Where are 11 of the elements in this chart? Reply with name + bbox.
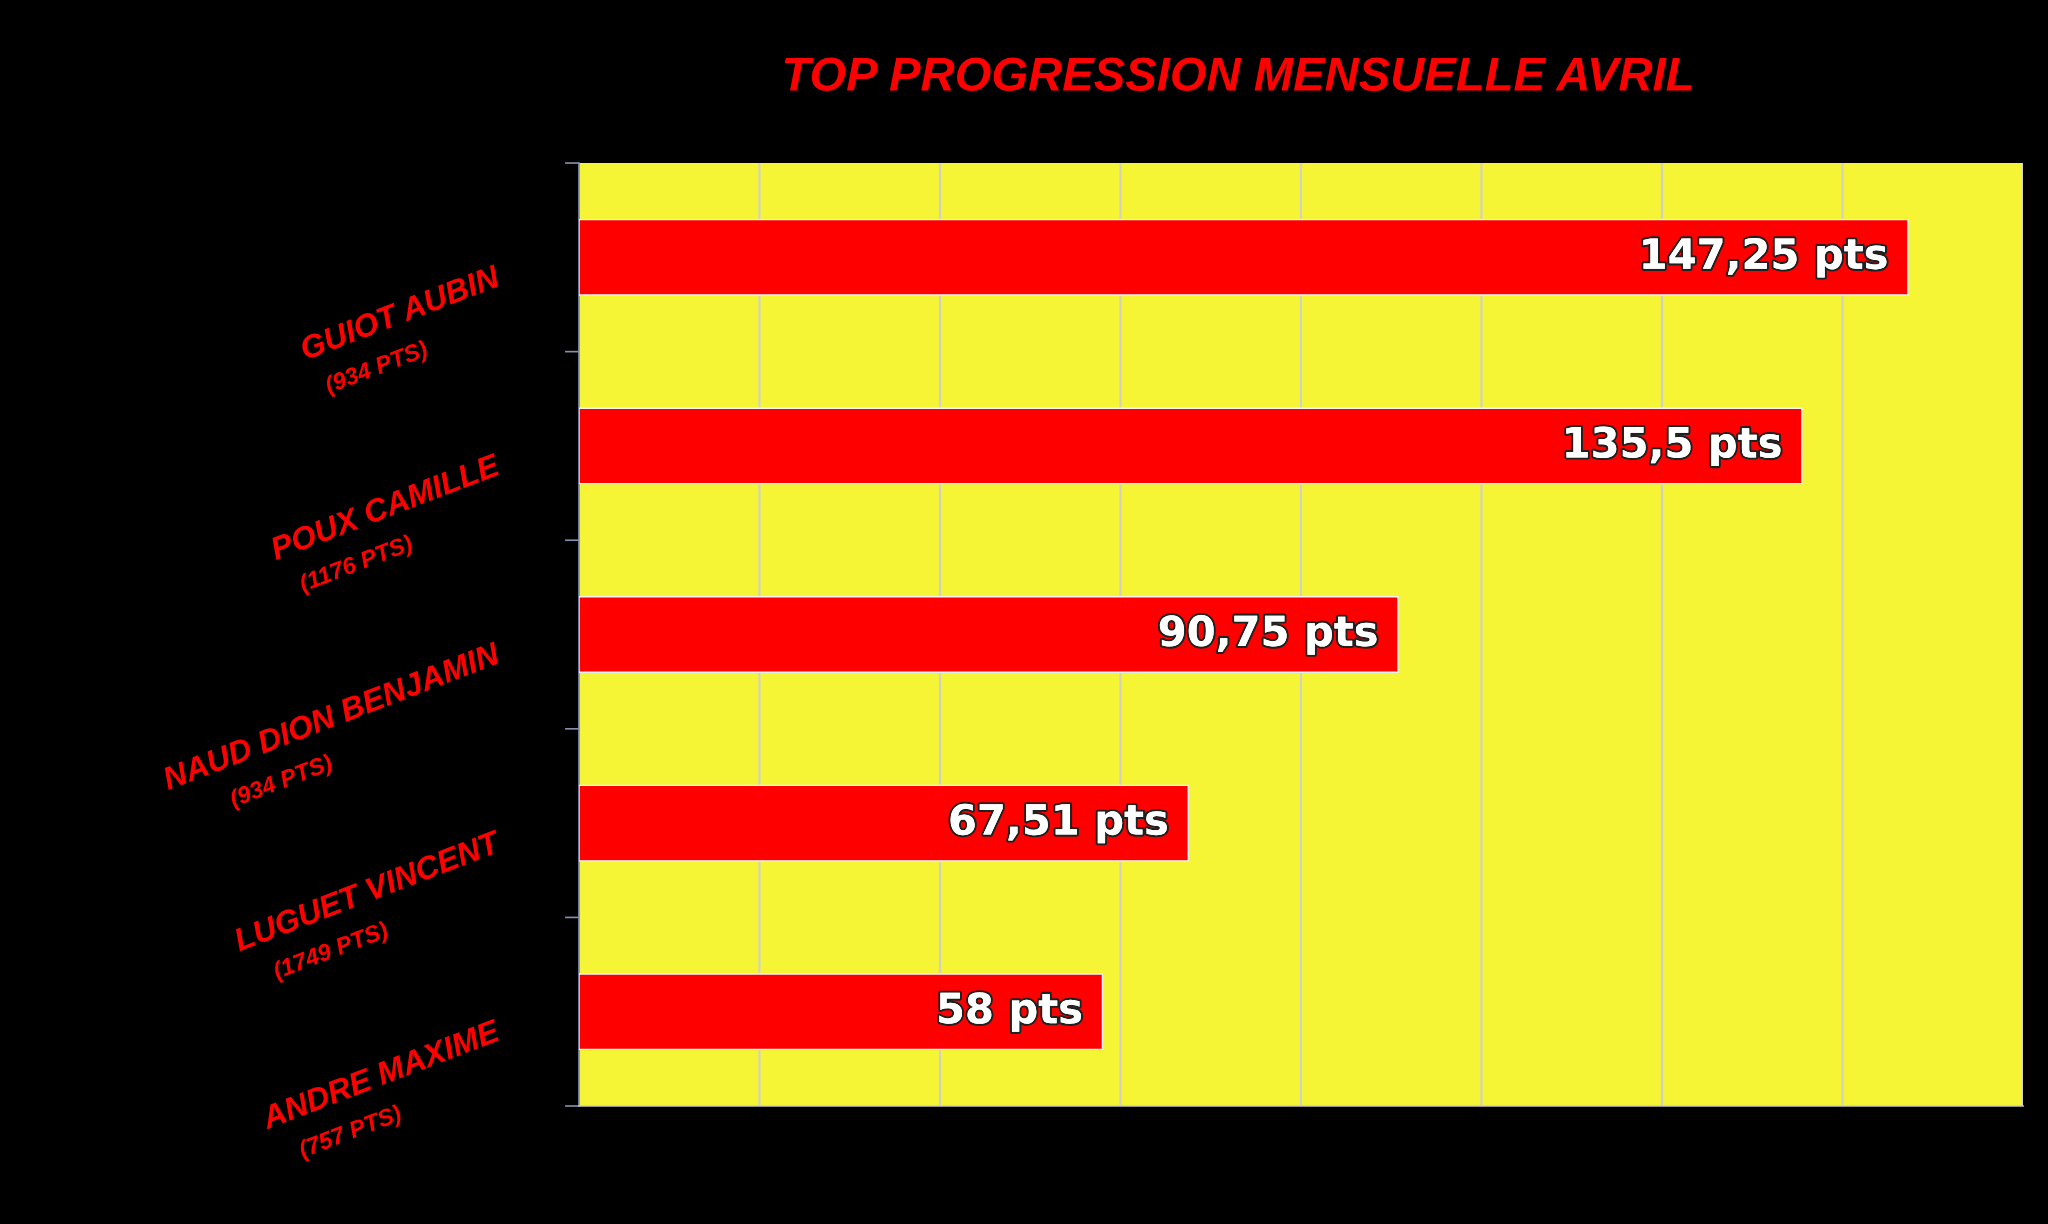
chart-title: TOP PROGRESSION MENSUELLE AVRIL: [784, 57, 1692, 92]
bar: [578, 407, 1803, 485]
data-label: 67,51 pts: [950, 803, 1167, 844]
data-label: 90,75 pts: [1159, 615, 1377, 655]
bar: [578, 596, 1399, 673]
bar: [578, 218, 1909, 296]
bar: [578, 973, 1104, 1051]
data-label: 58 pts: [939, 992, 1082, 1032]
data-label: 135,5 pts: [1566, 426, 1781, 467]
bar: [578, 784, 1189, 862]
data-label: 147,25 pts: [1643, 237, 1887, 278]
